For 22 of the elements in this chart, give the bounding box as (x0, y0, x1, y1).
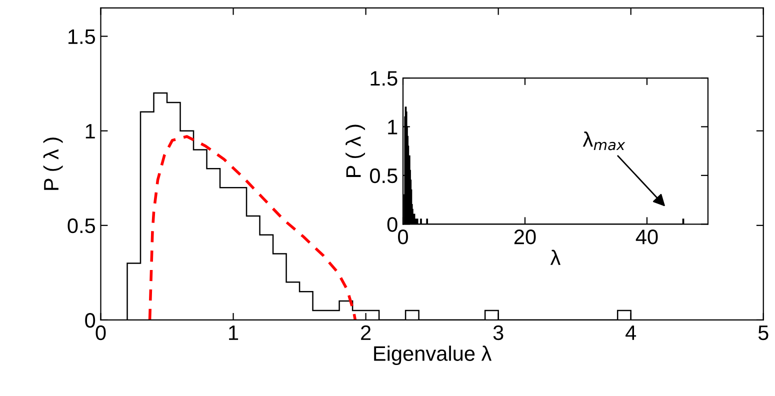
y-tick-label: 0 (85, 312, 96, 328)
x-tick-label: 20 (514, 230, 536, 244)
x-tick-label: 0 (398, 230, 408, 244)
annotation: λ$_{max}$ (582, 132, 626, 150)
y-tick-label: 0 (387, 217, 398, 232)
y-tick-label: 0.5 (370, 168, 398, 184)
y-tick-label: 1.5 (370, 71, 398, 86)
x-tick-label: 3 (493, 325, 504, 340)
x-axis-title: Eigenvalue λ (374, 346, 492, 366)
y-tick-label: 0.5 (68, 218, 96, 234)
x-tick-label: 5 (758, 326, 768, 340)
y-axis-title: P ( λ ) (43, 138, 63, 190)
x-tick-label: 0 (96, 325, 106, 340)
x-tick-label: 2 (361, 325, 371, 340)
x-axis-title: λ (550, 250, 561, 265)
x-tick-label: 1 (229, 326, 238, 340)
x-tick-label: 40 (636, 230, 658, 244)
y-tick-label: 1 (86, 124, 95, 138)
y-axis-title: P ( λ ) (346, 124, 366, 177)
y-tick-label: 1 (388, 120, 398, 134)
x-tick-label: 4 (626, 326, 636, 340)
y-tick-label: 1.5 (68, 30, 96, 44)
